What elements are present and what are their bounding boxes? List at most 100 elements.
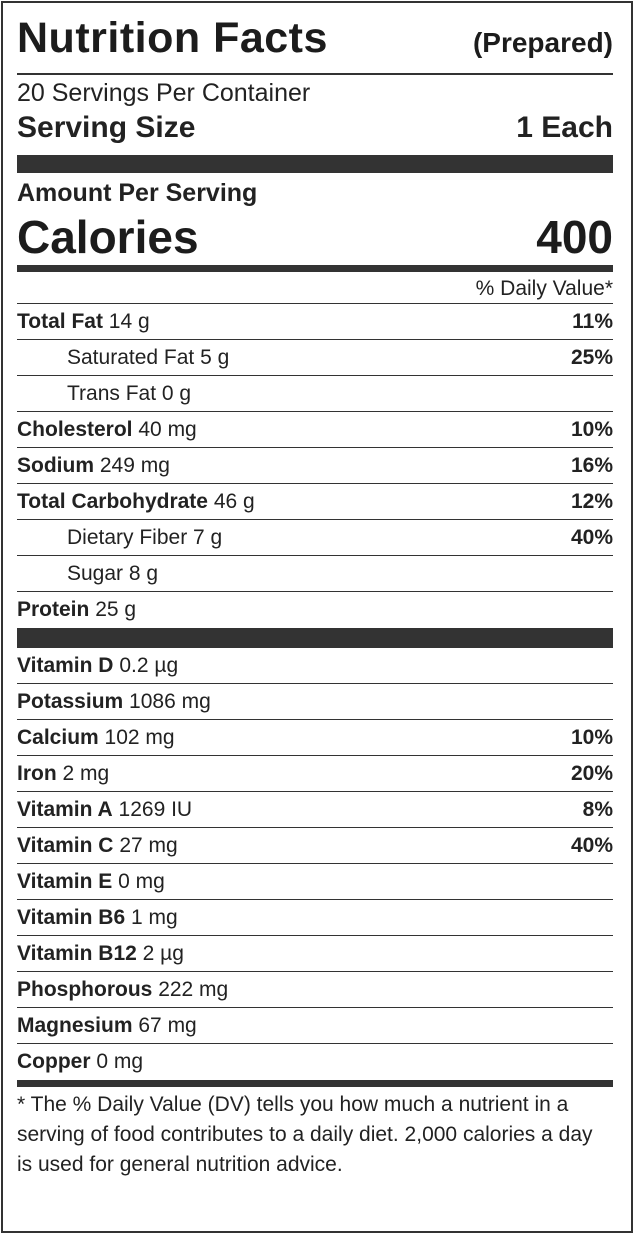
nutrient-amount: 0 mg bbox=[96, 1050, 144, 1073]
nutrient-name: Vitamin E bbox=[17, 869, 113, 893]
nutrient-daily-value: 40% bbox=[570, 833, 613, 857]
label-title: Nutrition Facts bbox=[17, 14, 328, 62]
calories-value: 400 bbox=[536, 211, 613, 263]
nutrient-name-amount: Dietary Fiber 7 g bbox=[67, 526, 222, 550]
nutrient-name: Sodium bbox=[17, 453, 94, 477]
nutrient-name: Sugar bbox=[67, 561, 124, 585]
nutrient-name-amount: Sugar 8 g bbox=[67, 562, 158, 586]
nutrient-name-amount: Magnesium 67 mg bbox=[17, 1014, 197, 1038]
nutrient-name: Phosphorous bbox=[17, 977, 153, 1001]
nutrient-row: Vitamin C 27 mg 40% bbox=[17, 828, 613, 864]
nutrient-amount: 46 g bbox=[213, 489, 255, 513]
nutrient-amount: 25 g bbox=[95, 598, 137, 621]
label-subtitle: (Prepared) bbox=[472, 27, 613, 58]
nutrient-amount: 0 g bbox=[161, 381, 192, 405]
nutrient-row: Copper 0 mg bbox=[17, 1044, 613, 1080]
nutrient-row: Vitamin E 0 mg bbox=[17, 864, 613, 900]
nutrient-daily-value: 20% bbox=[570, 761, 613, 785]
nutrient-name-amount: Total Carbohydrate 46 g bbox=[17, 490, 255, 514]
nutrient-amount: 0 mg bbox=[118, 869, 165, 893]
nutrient-name: Saturated Fat bbox=[67, 345, 195, 369]
nutrient-daily-value: 11% bbox=[572, 309, 613, 333]
serving-size-label: Serving Size bbox=[17, 111, 196, 144]
nutrient-daily-value: 25% bbox=[570, 345, 613, 369]
calories-label: Calories bbox=[17, 211, 199, 263]
nutrient-row: Sugar 8 g bbox=[17, 556, 613, 592]
nutrient-row: Dietary Fiber 7 g 40% bbox=[17, 520, 613, 556]
nutrient-amount: 14 g bbox=[108, 309, 150, 333]
nutrient-name-amount: Vitamin A 1269 IU bbox=[17, 798, 192, 822]
nutrient-name-amount: Calcium 102 mg bbox=[17, 726, 175, 750]
nutrient-amount: 67 mg bbox=[138, 1013, 197, 1037]
nutrient-row: Cholesterol 40 mg 10% bbox=[17, 412, 613, 448]
nutrient-name-amount: Trans Fat 0 g bbox=[67, 382, 191, 406]
nutrient-row: Total Carbohydrate 46 g 12% bbox=[17, 484, 613, 520]
nutrient-row: Vitamin D 0.2 µg bbox=[17, 648, 613, 684]
nutrient-name: Vitamin B12 bbox=[17, 941, 137, 965]
nutrient-daily-value: 40% bbox=[570, 525, 613, 549]
nutrient-name-amount: Vitamin D 0.2 µg bbox=[17, 654, 178, 678]
nutrient-list: Total Fat 14 g 11% Saturated Fat 5 g 25% Tra… bbox=[17, 304, 613, 628]
nutrient-name-amount: Total Fat 14 g bbox=[17, 310, 150, 334]
nutrient-name-amount: Cholesterol 40 mg bbox=[17, 418, 197, 442]
nutrient-daily-value: 10% bbox=[570, 417, 613, 441]
thick-divider bbox=[17, 155, 613, 173]
nutrient-name: Cholesterol bbox=[17, 417, 133, 441]
vitamin-list: Vitamin D 0.2 µg Potassium 1086 mg Calcium… bbox=[17, 648, 613, 1080]
nutrient-amount: 1 mg bbox=[131, 905, 178, 929]
serving-size-row: Serving Size 1 Each bbox=[17, 109, 613, 149]
nutrient-row: Saturated Fat 5 g 25% bbox=[17, 340, 613, 376]
nutrient-name-amount: Vitamin B6 1 mg bbox=[17, 906, 178, 930]
nutrient-name-amount: Iron 2 mg bbox=[17, 762, 109, 786]
footnote: * The % Daily Value (DV) tells you how m… bbox=[17, 1093, 593, 1176]
nutrient-name: Copper bbox=[17, 1050, 91, 1073]
nutrient-name: Vitamin D bbox=[17, 653, 114, 677]
nutrient-row: Magnesium 67 mg bbox=[17, 1008, 613, 1044]
nutrient-amount: 1269 IU bbox=[118, 797, 193, 821]
nutrient-name-amount: Potassium 1086 mg bbox=[17, 690, 211, 714]
nutrient-amount: 8 g bbox=[128, 561, 159, 585]
nutrient-name: Magnesium bbox=[17, 1013, 133, 1037]
nutrient-name: Potassium bbox=[17, 689, 124, 713]
nutrient-name: Vitamin C bbox=[17, 833, 114, 857]
nutrient-name-amount: Vitamin E 0 mg bbox=[17, 870, 165, 894]
nutrient-name: Trans Fat bbox=[67, 381, 157, 405]
nutrient-row: Phosphorous 222 mg bbox=[17, 972, 613, 1008]
nutrient-name-amount: Phosphorous 222 mg bbox=[17, 978, 228, 1002]
nutrient-row: Calcium 102 mg 10% bbox=[17, 720, 613, 756]
title-row: Nutrition Facts (Prepared) bbox=[17, 3, 613, 75]
nutrient-name-amount: Vitamin C 27 mg bbox=[17, 834, 178, 858]
nutrient-name-amount: Protein 25 g bbox=[17, 598, 136, 622]
nutrient-name: Vitamin B6 bbox=[17, 905, 126, 929]
nutrient-daily-value: 16% bbox=[570, 453, 613, 477]
nutrient-name-amount: Saturated Fat 5 g bbox=[67, 346, 229, 370]
nutrient-amount: 2 µg bbox=[142, 941, 184, 965]
nutrient-row: Sodium 249 mg 16% bbox=[17, 448, 613, 484]
nutrient-row: Vitamin B6 1 mg bbox=[17, 900, 613, 936]
nutrient-name: Calcium bbox=[17, 725, 99, 749]
nutrient-amount: 40 mg bbox=[138, 417, 197, 441]
nutrient-name: Total Carbohydrate bbox=[17, 489, 208, 513]
nutrient-name: Iron bbox=[17, 761, 57, 785]
servings-per-container: 20 Servings Per Container bbox=[17, 79, 311, 107]
nutrient-amount: 222 mg bbox=[158, 977, 229, 1001]
nutrient-row: Trans Fat 0 g bbox=[17, 376, 613, 412]
nutrient-row: Total Fat 14 g 11% bbox=[17, 304, 613, 340]
footer-divider bbox=[17, 1080, 613, 1087]
thick-divider bbox=[17, 628, 613, 648]
nutrient-amount: 2 mg bbox=[62, 761, 110, 785]
nutrient-amount: 1086 mg bbox=[129, 689, 211, 713]
nutrient-name: Total Fat bbox=[17, 309, 103, 333]
amount-per-serving: Amount Per Serving bbox=[17, 179, 258, 207]
nutrient-name-amount: Sodium 249 mg bbox=[17, 454, 170, 478]
nutrient-daily-value: 10% bbox=[570, 725, 613, 749]
nutrient-name: Protein bbox=[17, 598, 90, 621]
nutrient-amount: 27 mg bbox=[119, 833, 178, 857]
calories-row: Calories 400 bbox=[17, 211, 613, 265]
nutrient-daily-value: 8% bbox=[582, 797, 613, 821]
nutrient-name-amount: Vitamin B12 2 µg bbox=[17, 942, 184, 966]
medium-divider bbox=[17, 265, 613, 272]
nutrient-amount: 249 mg bbox=[99, 453, 170, 477]
daily-value-header: % Daily Value* bbox=[17, 272, 613, 304]
